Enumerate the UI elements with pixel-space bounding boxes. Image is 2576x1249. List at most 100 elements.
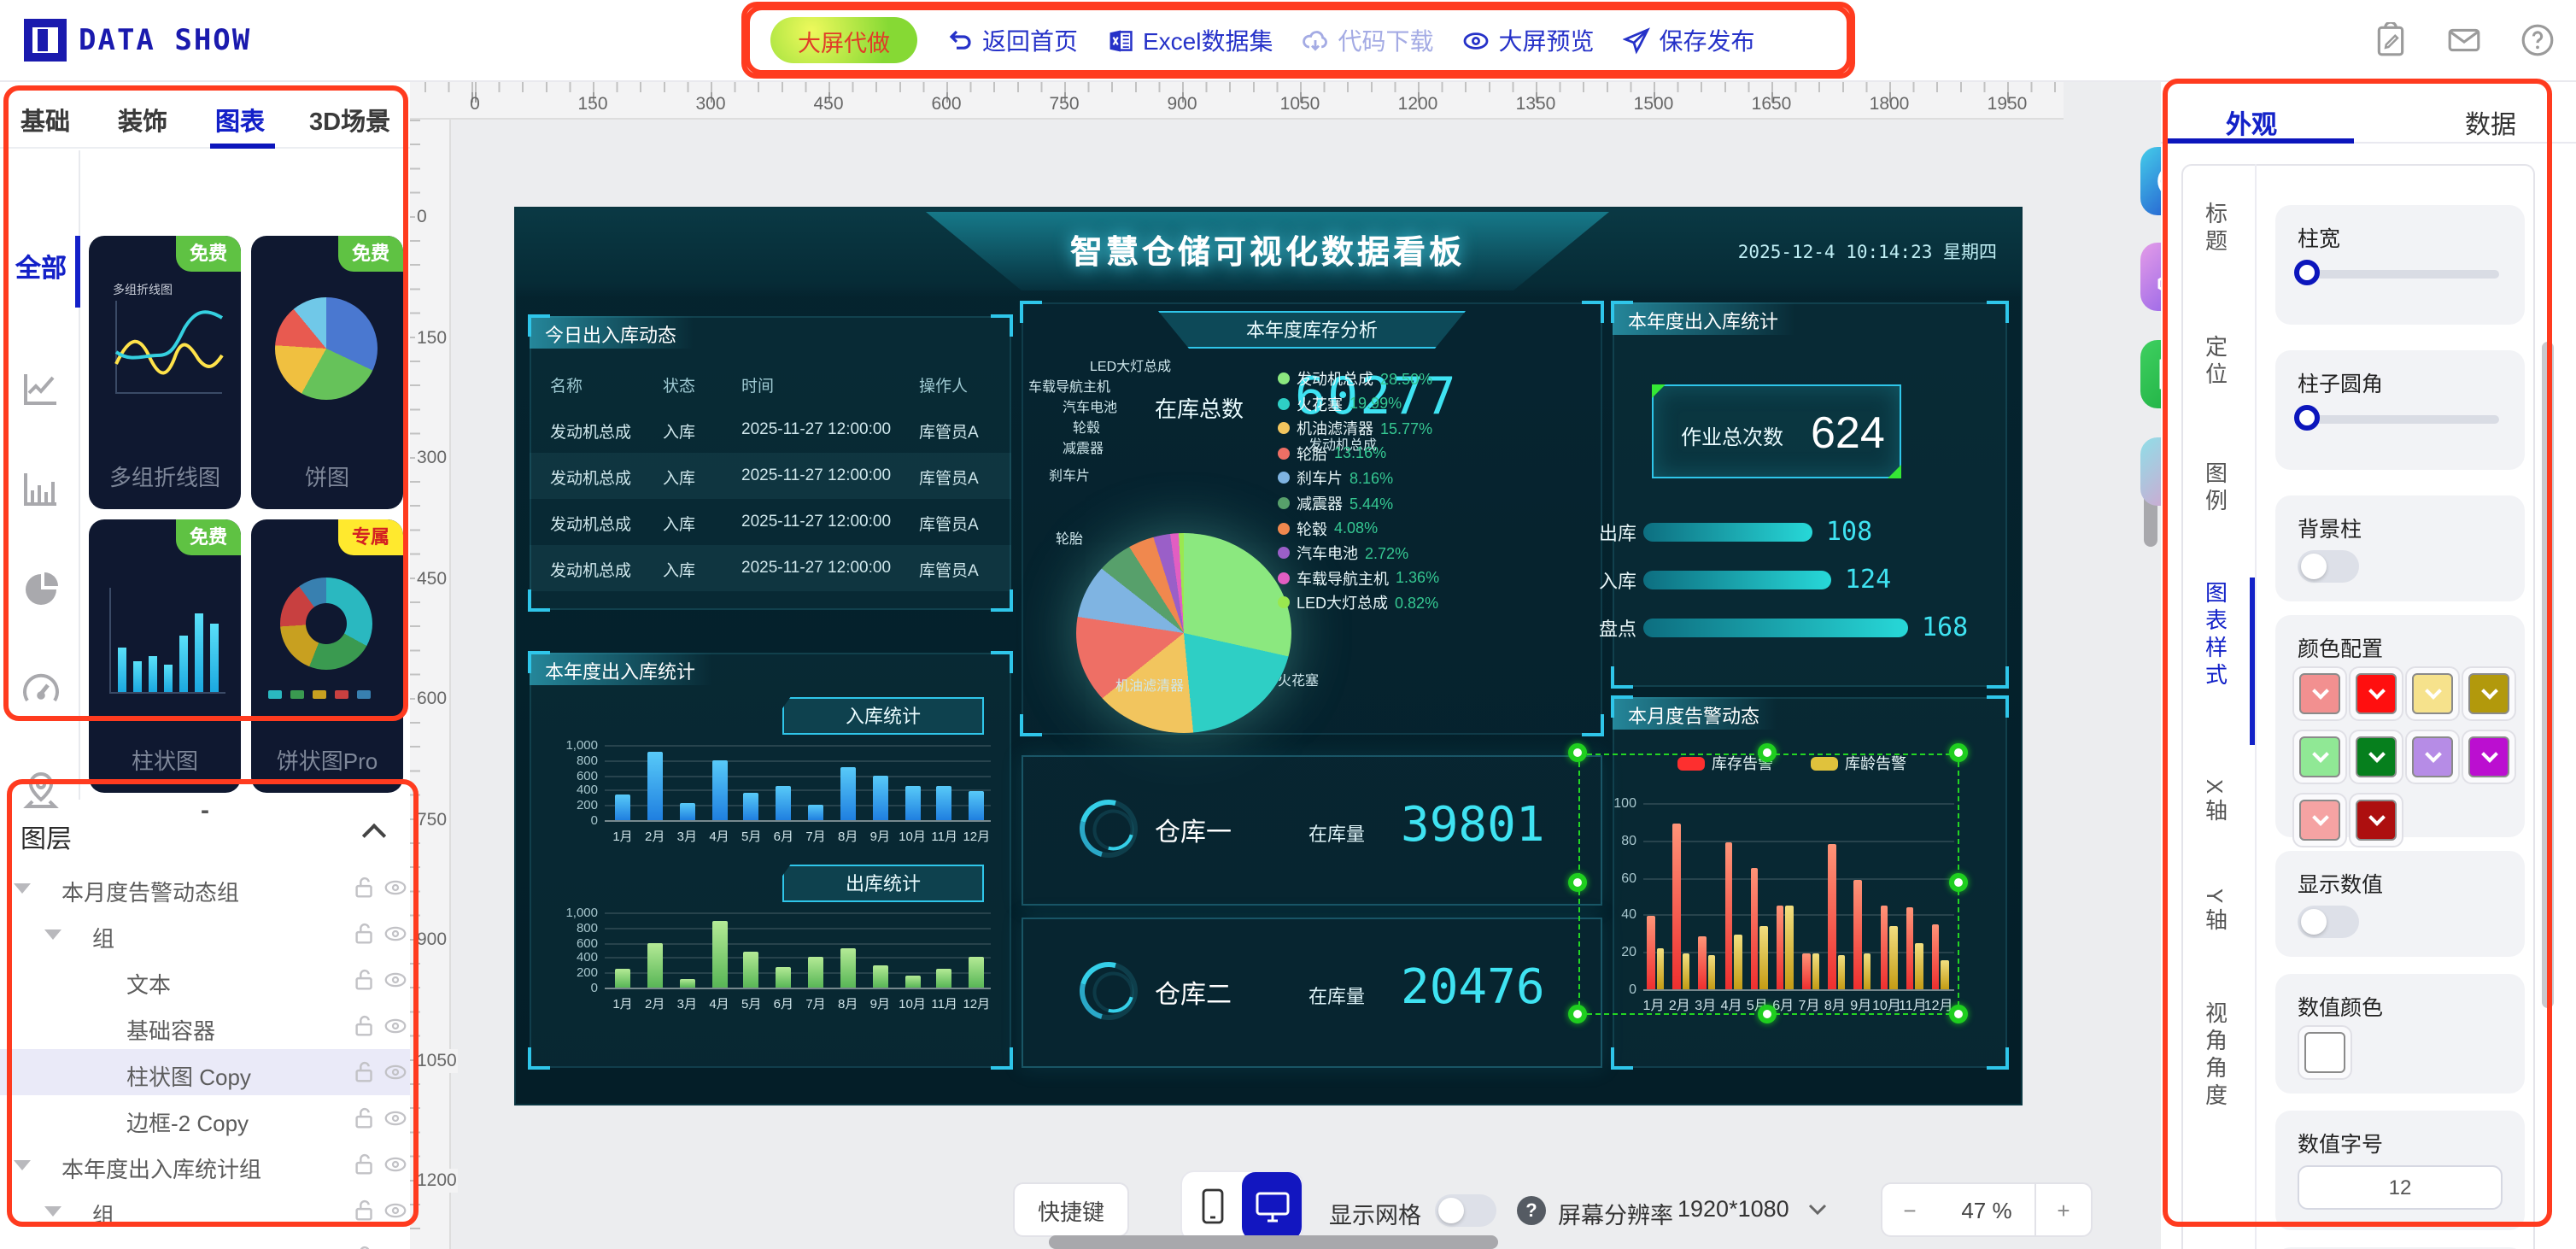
selection-handle[interactable]: [1568, 873, 1587, 892]
save-publish-button[interactable]: 保存发布: [1623, 23, 1754, 57]
lock-icon[interactable]: [352, 1152, 378, 1177]
bar-width-slider[interactable]: [2294, 260, 2499, 285]
tab-basic[interactable]: 基础: [20, 109, 70, 137]
lock-icon[interactable]: [352, 1244, 378, 1249]
today-io-panel[interactable]: 今日出入库动态 名称 状态 时间 操作人 发动机总成 入库 2025-11-27 12:00…: [528, 314, 1013, 612]
caret-down-icon[interactable]: [44, 929, 61, 940]
collapse-chevron-icon[interactable]: [361, 823, 387, 848]
nav-legend[interactable]: 图例: [2202, 461, 2228, 516]
show-value-toggle[interactable]: [2298, 906, 2359, 938]
lock-icon[interactable]: [352, 1105, 378, 1131]
lock-icon[interactable]: [352, 875, 378, 900]
lock-icon[interactable]: [352, 1198, 378, 1223]
layer-row[interactable]: 本年度出入库统计组: [0, 1141, 410, 1187]
selection-handle[interactable]: [1949, 873, 1968, 892]
tab-data[interactable]: 数据: [2465, 111, 2517, 140]
color-swatch[interactable]: [2292, 793, 2347, 847]
nav-chart-style[interactable]: 图表样式: [2202, 581, 2228, 690]
selection-handle[interactable]: [1949, 743, 1968, 762]
nav-position[interactable]: 定位: [2202, 335, 2228, 390]
eye-icon[interactable]: [383, 1013, 408, 1039]
excel-dataset-button[interactable]: Excel数据集: [1107, 23, 1273, 57]
layer-row[interactable]: 组: [0, 1187, 410, 1234]
design-canvas[interactable]: 智慧仓储可视化数据看板 2025-12-4 10:14:23 星期四 今日出入库…: [516, 208, 2021, 1104]
selection-handle[interactable]: [1949, 1005, 1968, 1023]
nav-title[interactable]: 标题: [2202, 202, 2228, 256]
lock-icon[interactable]: [352, 1059, 378, 1085]
dashboard-header[interactable]: 智慧仓储可视化数据看板 2025-12-4 10:14:23 星期四: [516, 208, 2021, 297]
eye-icon[interactable]: [383, 1059, 408, 1085]
clipboard-edit-icon[interactable]: [2373, 22, 2409, 58]
chevron-down-icon[interactable]: [1807, 1203, 1828, 1217]
color-swatch[interactable]: [2349, 730, 2403, 784]
tab-charts[interactable]: 图表: [215, 109, 265, 137]
lock-icon[interactable]: [352, 1013, 378, 1039]
category-all[interactable]: 全部: [15, 255, 67, 284]
selection-handle[interactable]: [1568, 743, 1587, 762]
yearly-io-charts-panel[interactable]: 本年度出入库统计 入库统计 1,000 800 600 400 200 0 1月 2月 3月 4月…: [528, 651, 1013, 1070]
selection-handle[interactable]: [1758, 743, 1777, 762]
grid-toggle[interactable]: [1435, 1194, 1496, 1227]
widget-card-donut-pro[interactable]: 专属 饼状图Pro: [251, 519, 403, 793]
widget-card-bar[interactable]: 免费 柱状图: [89, 519, 241, 793]
color-swatch[interactable]: [2462, 730, 2516, 784]
device-mobile-button[interactable]: [1182, 1172, 1242, 1240]
inventory-analysis-panel[interactable]: 本年度库存分析 在库总数 60277 发动机总成 火花塞 机油滤清器 轮胎 刹车片 减震器…: [1020, 301, 1604, 736]
lock-icon[interactable]: [352, 967, 378, 993]
lock-icon[interactable]: [352, 921, 378, 947]
color-swatch[interactable]: [2349, 666, 2403, 721]
slider-knob[interactable]: [2294, 405, 2320, 431]
color-swatch[interactable]: [2405, 666, 2460, 721]
code-download-button[interactable]: 代码下载: [1302, 23, 1433, 57]
eye-icon[interactable]: [383, 1105, 408, 1131]
eye-icon[interactable]: [383, 1244, 408, 1249]
bar-chart-icon[interactable]: [20, 468, 61, 509]
layer-row[interactable]: 文本: [0, 1234, 410, 1249]
device-desktop-button[interactable]: [1242, 1172, 1302, 1240]
widget-card-pie[interactable]: 免费 饼图: [251, 236, 403, 509]
preview-button[interactable]: 大屏预览: [1462, 23, 1594, 57]
tab-3d-scene[interactable]: 3D场景: [309, 109, 391, 137]
layer-row[interactable]: 文本: [0, 957, 410, 1003]
color-swatch[interactable]: [2292, 730, 2347, 784]
value-font-input[interactable]: 12: [2298, 1165, 2503, 1210]
value-color-picker[interactable]: [2298, 1025, 2352, 1080]
eye-icon[interactable]: [383, 1152, 408, 1177]
warehouse-1-card[interactable]: 仓库一 在库量 39801: [1022, 755, 1602, 906]
caret-down-icon[interactable]: [14, 1160, 31, 1170]
nav-view-angle[interactable]: 视角角度: [2202, 1001, 2228, 1111]
resolution-help-icon[interactable]: ?: [1517, 1196, 1546, 1225]
eye-icon[interactable]: [383, 875, 408, 900]
slider-knob[interactable]: [2294, 260, 2320, 285]
shortcut-button[interactable]: 快捷键: [1013, 1182, 1129, 1237]
bg-bar-toggle[interactable]: [2298, 550, 2359, 583]
mail-icon[interactable]: [2446, 22, 2482, 58]
gauge-icon[interactable]: [20, 670, 61, 711]
eye-icon[interactable]: [383, 921, 408, 947]
warehouse-2-card[interactable]: 仓库二 在库量 20476: [1022, 918, 1602, 1068]
pie-chart-icon[interactable]: [20, 569, 61, 610]
color-swatch[interactable]: [2349, 793, 2403, 847]
eye-icon[interactable]: [383, 1198, 408, 1223]
help-icon[interactable]: [2520, 22, 2556, 58]
layer-row[interactable]: 组: [0, 911, 410, 957]
caret-down-icon[interactable]: [14, 883, 31, 894]
line-chart-icon[interactable]: [20, 367, 61, 408]
layer-row[interactable]: 基础容器: [0, 1003, 410, 1049]
panel-scrollbar[interactable]: [2542, 342, 2554, 1008]
nav-x-axis[interactable]: X轴: [2202, 779, 2228, 827]
bar-radius-slider[interactable]: [2294, 405, 2499, 431]
zoom-out-button[interactable]: −: [1881, 1182, 1939, 1237]
layer-row[interactable]: 柱状图 Copy: [0, 1049, 410, 1095]
custom-service-button[interactable]: 大屏代做: [770, 17, 917, 63]
color-swatch[interactable]: [2292, 666, 2347, 721]
color-swatch[interactable]: [2405, 730, 2460, 784]
selection-handle[interactable]: [1568, 1005, 1587, 1023]
map-pin-icon[interactable]: [20, 769, 61, 810]
color-swatch[interactable]: [2462, 666, 2516, 721]
nav-y-axis[interactable]: Y轴: [2202, 888, 2228, 936]
layer-row[interactable]: 本月度告警动态组: [0, 865, 410, 911]
horizontal-scrollbar[interactable]: [1049, 1235, 1498, 1249]
selection-handle[interactable]: [1758, 1005, 1777, 1023]
tab-decoration[interactable]: 装饰: [118, 109, 167, 137]
